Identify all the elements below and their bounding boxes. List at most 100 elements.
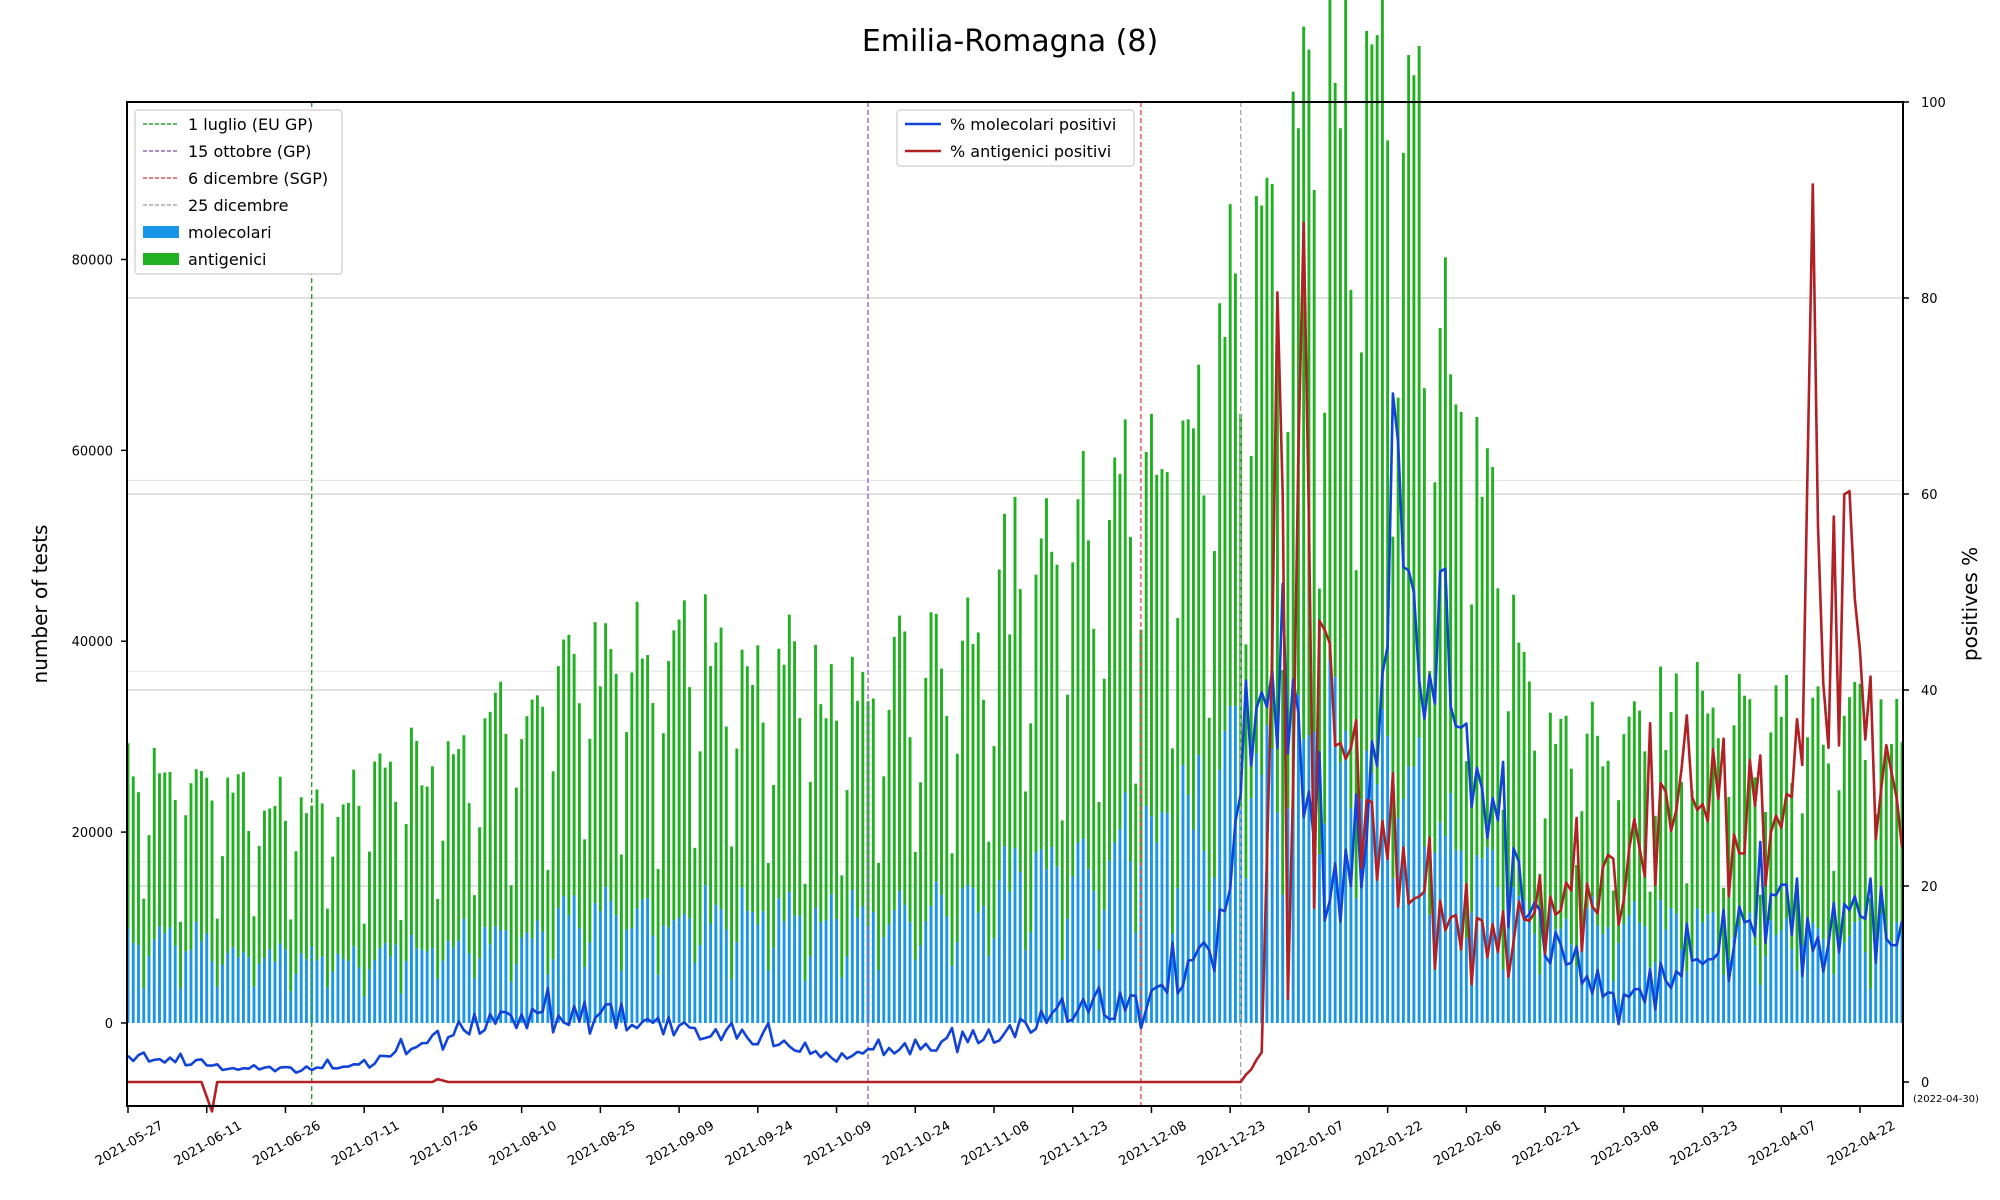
- bar-molecolari: [1386, 735, 1390, 1023]
- bar-molecolari: [1884, 935, 1888, 1023]
- bar-molecolari: [934, 881, 938, 1023]
- bar-antigenici: [394, 801, 398, 945]
- bar-molecolari: [598, 911, 602, 1023]
- bar-molecolari: [1323, 823, 1327, 1023]
- bar-molecolari: [367, 969, 371, 1023]
- bar-antigenici: [646, 655, 650, 899]
- bar-antigenici: [1653, 816, 1657, 963]
- bar-molecolari: [1165, 813, 1169, 1023]
- bar-antigenici: [1302, 26, 1306, 739]
- bar-antigenici: [1212, 551, 1216, 878]
- bar-antigenici: [1165, 472, 1169, 814]
- bar-antigenici: [284, 820, 287, 950]
- bar-antigenici: [1564, 715, 1568, 919]
- bar-molecolari: [1422, 846, 1426, 1023]
- bar-antigenici: [336, 816, 340, 954]
- bar-antigenici: [1580, 811, 1584, 949]
- bar-antigenici: [1722, 887, 1725, 975]
- bar-antigenici: [142, 898, 146, 989]
- bar-molecolari: [1475, 854, 1479, 1023]
- bar-antigenici: [509, 885, 513, 982]
- bar-antigenici: [242, 772, 245, 953]
- bar-antigenici: [493, 692, 497, 927]
- bar-antigenici: [1869, 898, 1872, 989]
- bar-antigenici: [693, 847, 697, 963]
- bar-antigenici: [997, 569, 1001, 881]
- bar-molecolari: [877, 970, 880, 1023]
- bar-molecolari: [583, 966, 587, 1023]
- bar-antigenici: [583, 839, 587, 967]
- bar-antigenici: [887, 710, 891, 925]
- bar-antigenici: [672, 630, 676, 921]
- bar-antigenici: [955, 753, 959, 943]
- bar-antigenici: [352, 769, 356, 947]
- bar-antigenici: [1548, 712, 1552, 901]
- bar-antigenici: [1501, 809, 1505, 970]
- bar-molecolari: [1438, 822, 1442, 1023]
- bar-molecolari: [152, 939, 156, 1023]
- bar-molecolari: [252, 986, 256, 1023]
- bar-antigenici: [908, 737, 912, 923]
- bar-antigenici: [236, 774, 240, 957]
- bar-molecolari: [357, 967, 361, 1023]
- bar-antigenici: [1449, 374, 1453, 794]
- bar-antigenici: [1160, 469, 1164, 813]
- bar-antigenici: [1370, 44, 1374, 774]
- bar-molecolari: [1050, 846, 1054, 1023]
- bar-antigenici: [1874, 814, 1878, 955]
- bar-antigenici: [1884, 747, 1888, 936]
- bar-molecolari: [1417, 737, 1421, 1023]
- bar-molecolari: [1024, 949, 1027, 1023]
- bar-molecolari: [688, 918, 692, 1023]
- bar-antigenici: [871, 698, 875, 912]
- bar-antigenici: [1328, 0, 1332, 661]
- bar-molecolari: [325, 987, 329, 1023]
- bar-antigenici: [1485, 448, 1489, 848]
- bar-antigenici: [1454, 404, 1458, 850]
- bar-molecolari: [1134, 932, 1138, 1023]
- bar-antigenici: [535, 695, 539, 921]
- bar-molecolari: [1764, 956, 1767, 1023]
- bar-molecolari: [1008, 891, 1012, 1023]
- legend-left-box: [134, 109, 343, 275]
- bar-antigenici: [436, 898, 440, 978]
- bar-antigenici: [1338, 128, 1342, 763]
- bar-molecolari: [184, 951, 188, 1023]
- bar-molecolari: [189, 949, 193, 1023]
- bar-molecolari: [1275, 812, 1279, 1023]
- bar-molecolari: [1638, 922, 1642, 1023]
- bar-antigenici: [1496, 588, 1500, 887]
- bar-antigenici: [1039, 538, 1043, 850]
- bar-antigenici: [1270, 183, 1274, 749]
- bar-antigenici: [520, 739, 524, 938]
- bar-molecolari: [567, 915, 571, 1023]
- bar-antigenici: [1480, 496, 1484, 859]
- bar-molecolari: [735, 942, 739, 1023]
- bar-antigenici: [604, 623, 608, 887]
- bar-antigenici: [898, 615, 901, 892]
- bar-molecolari: [236, 956, 240, 1023]
- bar-antigenici: [1060, 820, 1064, 960]
- bar-molecolari: [1653, 962, 1657, 1023]
- bar-molecolari: [714, 904, 718, 1023]
- bar-antigenici: [1239, 413, 1243, 809]
- bar-antigenici: [556, 666, 560, 908]
- bar-antigenici: [1827, 763, 1830, 941]
- bar-antigenici: [577, 703, 581, 929]
- bar-antigenici: [950, 853, 954, 966]
- bar-molecolari: [619, 970, 623, 1023]
- bar-antigenici: [924, 677, 928, 922]
- bar-molecolari: [215, 986, 219, 1023]
- y-tick-label-left: 0: [105, 1017, 113, 1032]
- bar-molecolari: [1743, 920, 1746, 1023]
- bar-antigenici: [1596, 735, 1600, 926]
- bar-molecolari: [1328, 660, 1332, 1023]
- bar-antigenici: [1286, 432, 1290, 809]
- bar-antigenici: [289, 919, 293, 992]
- bar-antigenici: [357, 805, 361, 968]
- bar-molecolari: [961, 888, 964, 1023]
- bar-molecolari: [520, 937, 524, 1023]
- bar-molecolari: [913, 959, 917, 1023]
- bar-antigenici: [793, 641, 797, 916]
- bar-molecolari: [1711, 912, 1715, 1023]
